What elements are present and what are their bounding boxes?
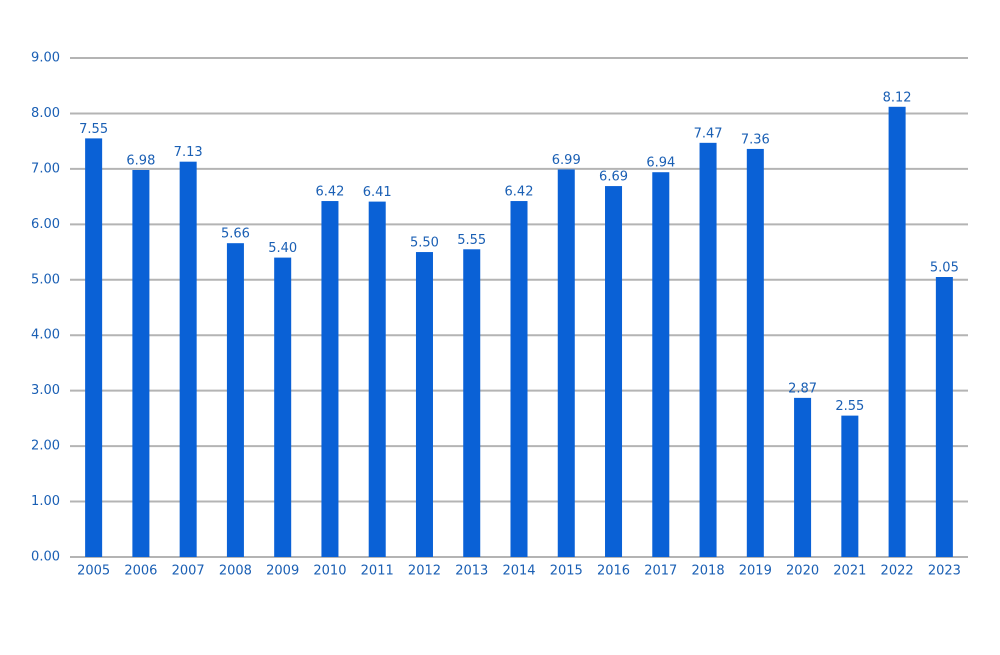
- bar: [132, 169, 150, 557]
- value-label: 5.05: [930, 261, 959, 276]
- y-tick-label: 7.00: [31, 161, 60, 176]
- value-label: 7.47: [694, 126, 723, 141]
- bar: [226, 243, 244, 557]
- x-tick-label: 2020: [786, 564, 819, 579]
- bar: [746, 148, 764, 557]
- value-label: 7.13: [174, 145, 203, 160]
- bar: [794, 397, 812, 557]
- y-tick-label: 8.00: [31, 106, 60, 121]
- value-label: 6.41: [363, 185, 392, 200]
- value-label: 7.55: [79, 122, 108, 137]
- y-tick-label: 9.00: [31, 51, 60, 66]
- bar: [652, 172, 670, 557]
- x-tick-label: 2010: [313, 564, 346, 579]
- bar: [699, 142, 717, 557]
- value-label: 5.66: [221, 227, 250, 242]
- x-tick-label: 2006: [124, 564, 157, 579]
- x-tick-label: 2017: [644, 564, 677, 579]
- value-label: 2.87: [788, 381, 817, 396]
- x-tick-label: 2016: [597, 564, 630, 579]
- bar: [368, 201, 386, 557]
- value-label: 6.42: [315, 185, 344, 200]
- value-label: 6.94: [646, 156, 675, 171]
- value-label: 2.55: [835, 399, 864, 414]
- x-tick-label: 2023: [928, 564, 961, 579]
- bar: [415, 252, 433, 558]
- value-label: 5.55: [457, 233, 486, 248]
- x-tick-label: 2018: [692, 564, 725, 579]
- x-tick-label: 2019: [739, 564, 772, 579]
- value-label: 6.42: [505, 185, 534, 200]
- bar: [605, 186, 623, 557]
- x-tick-label: 2022: [881, 564, 914, 579]
- x-tick-label: 2007: [172, 564, 205, 579]
- bar: [274, 257, 292, 557]
- y-tick-label: 2.00: [31, 439, 60, 454]
- x-tick-label: 2014: [502, 564, 535, 579]
- value-label: 7.36: [741, 132, 770, 147]
- bar: [85, 138, 103, 557]
- bar: [321, 201, 339, 557]
- x-tick-label: 2015: [550, 564, 583, 579]
- bar: [557, 169, 575, 557]
- x-tick-label: 2012: [408, 564, 441, 579]
- x-tick-label: 2011: [361, 564, 394, 579]
- y-tick-label: 1.00: [31, 494, 60, 509]
- value-label: 5.40: [268, 241, 297, 256]
- x-tick-label: 2008: [219, 564, 252, 579]
- bar: [463, 249, 481, 558]
- y-tick-label: 0.00: [31, 550, 60, 565]
- bar: [935, 277, 953, 557]
- x-tick-label: 2021: [833, 564, 866, 579]
- x-tick-label: 2009: [266, 564, 299, 579]
- bar: [510, 201, 528, 557]
- bar: [888, 106, 906, 558]
- x-tick-label: 2013: [455, 564, 488, 579]
- value-label: 6.99: [552, 153, 581, 168]
- value-label: 6.69: [599, 170, 628, 185]
- bar: [841, 415, 859, 557]
- x-tick-label: 2005: [77, 564, 110, 579]
- value-label: 5.50: [410, 236, 439, 251]
- bar: [179, 161, 197, 558]
- value-label: 6.98: [126, 153, 155, 168]
- value-label: 8.12: [883, 90, 912, 105]
- y-tick-label: 5.00: [31, 272, 60, 287]
- y-tick-label: 6.00: [31, 217, 60, 232]
- y-tick-label: 3.00: [31, 383, 60, 398]
- y-tick-label: 4.00: [31, 328, 60, 343]
